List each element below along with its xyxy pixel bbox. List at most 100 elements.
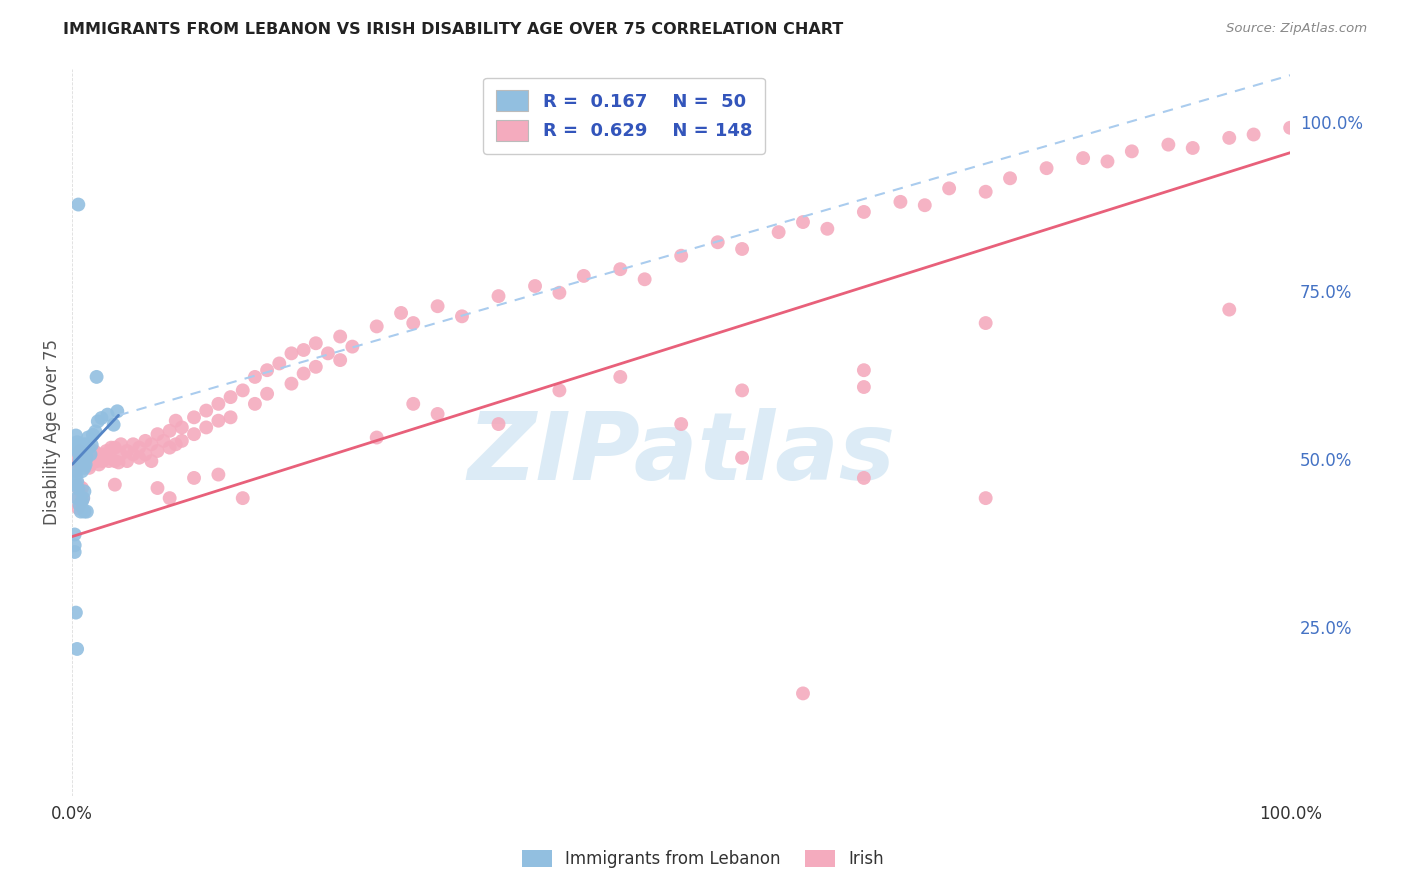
Point <box>86 370 108 384</box>
Point <box>73 460 96 475</box>
Point <box>609 370 631 384</box>
Point <box>73 505 96 519</box>
Point <box>66 491 89 505</box>
Point <box>170 434 193 448</box>
Point <box>342 340 364 354</box>
Point <box>67 457 90 471</box>
Point <box>731 384 754 398</box>
Point <box>998 171 1021 186</box>
Point <box>79 441 101 455</box>
Point <box>104 454 127 468</box>
Point <box>134 434 156 448</box>
Point <box>67 445 90 459</box>
Point <box>66 453 89 467</box>
Point <box>159 424 181 438</box>
Point <box>69 505 91 519</box>
Point <box>69 484 91 499</box>
Point <box>75 458 97 472</box>
Point <box>69 494 91 508</box>
Point <box>69 449 91 463</box>
Point <box>426 407 449 421</box>
Point <box>83 444 105 458</box>
Point <box>207 414 229 428</box>
Point <box>96 450 118 465</box>
Point <box>316 346 339 360</box>
Point <box>122 447 145 461</box>
Point <box>65 465 87 479</box>
Point <box>69 498 91 512</box>
Point <box>256 363 278 377</box>
Point <box>76 458 98 472</box>
Point <box>451 310 474 324</box>
Point <box>1243 128 1265 142</box>
Point <box>305 336 328 351</box>
Point <box>634 272 657 286</box>
Point <box>141 454 163 468</box>
Point <box>67 449 90 463</box>
Point <box>207 397 229 411</box>
Point <box>65 606 87 620</box>
Point <box>1035 161 1057 176</box>
Point <box>219 390 242 404</box>
Point <box>280 376 302 391</box>
Point <box>122 437 145 451</box>
Point <box>183 471 205 485</box>
Point <box>243 370 266 384</box>
Point <box>389 306 412 320</box>
Point <box>69 453 91 467</box>
Point <box>65 477 87 491</box>
Point <box>548 384 571 398</box>
Point <box>146 427 169 442</box>
Point <box>1121 145 1143 159</box>
Point <box>66 642 89 657</box>
Point <box>66 442 89 456</box>
Point <box>1218 131 1240 145</box>
Point <box>67 501 90 516</box>
Point <box>105 404 128 418</box>
Point <box>134 447 156 461</box>
Point <box>402 316 425 330</box>
Point <box>70 464 93 478</box>
Point <box>72 455 94 469</box>
Point <box>69 498 91 512</box>
Point <box>488 417 510 431</box>
Point <box>292 343 315 357</box>
Point <box>72 491 94 505</box>
Point <box>65 464 87 478</box>
Point <box>83 454 105 468</box>
Point <box>141 437 163 451</box>
Point <box>69 447 91 461</box>
Point <box>669 417 692 431</box>
Y-axis label: Disability Age Over 75: Disability Age Over 75 <box>44 339 60 525</box>
Point <box>90 411 112 425</box>
Point <box>280 346 302 360</box>
Point <box>243 397 266 411</box>
Point <box>548 285 571 300</box>
Point <box>1157 137 1180 152</box>
Point <box>87 447 110 461</box>
Legend: Immigrants from Lebanon, Irish: Immigrants from Lebanon, Irish <box>515 843 891 875</box>
Point <box>104 441 127 455</box>
Point <box>115 444 138 458</box>
Point <box>402 397 425 411</box>
Point <box>170 420 193 434</box>
Point <box>115 454 138 468</box>
Point <box>91 454 114 468</box>
Point <box>70 450 93 465</box>
Text: IMMIGRANTS FROM LEBANON VS IRISH DISABILITY AGE OVER 75 CORRELATION CHART: IMMIGRANTS FROM LEBANON VS IRISH DISABIL… <box>63 22 844 37</box>
Point <box>96 444 118 458</box>
Point <box>366 319 388 334</box>
Point <box>183 427 205 442</box>
Point <box>67 477 90 491</box>
Point <box>329 329 352 343</box>
Point <box>87 458 110 472</box>
Point <box>82 427 104 442</box>
Point <box>76 505 98 519</box>
Point <box>72 458 94 472</box>
Point <box>73 450 96 465</box>
Point <box>128 441 150 455</box>
Point <box>207 467 229 482</box>
Point <box>974 316 997 330</box>
Point <box>195 403 218 417</box>
Point <box>1279 120 1302 135</box>
